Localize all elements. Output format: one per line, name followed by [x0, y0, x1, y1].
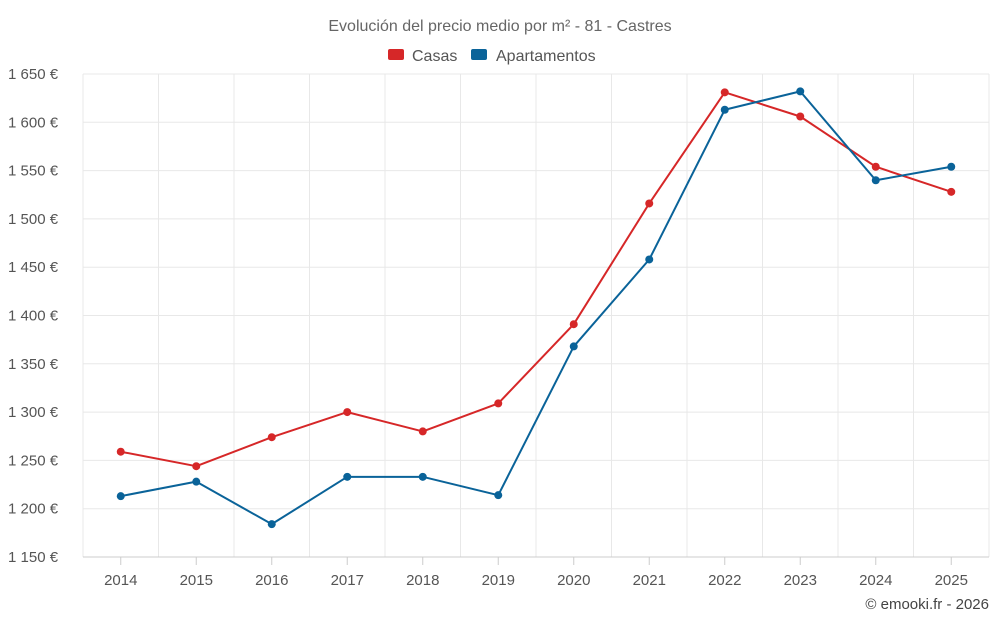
y-tick-label: 1 200 € [8, 501, 59, 518]
data-point-casas[interactable] [947, 187, 956, 196]
x-tick-label: 2023 [784, 572, 817, 589]
credit: © emooki.fr - 2026 [865, 596, 989, 613]
data-point-apartamentos[interactable] [645, 255, 654, 264]
series-line-casas [120, 91, 952, 468]
data-point-apartamentos[interactable] [116, 492, 125, 501]
x-tick-label: 2017 [331, 572, 364, 589]
data-point-casas[interactable] [720, 88, 729, 97]
x-tick-label: 2014 [104, 572, 137, 589]
legend-item-casas[interactable]: Casas [388, 48, 457, 65]
legend: Casas Apartamentos [388, 48, 596, 65]
x-tick-label: 2016 [255, 572, 288, 589]
y-tick-label: 1 300 € [8, 404, 59, 421]
data-point-apartamentos[interactable] [947, 162, 956, 171]
data-point-apartamentos[interactable] [871, 176, 880, 185]
data-point-casas[interactable] [267, 433, 276, 442]
x-tick-label: 2024 [859, 572, 892, 589]
data-point-apartamentos[interactable] [796, 87, 805, 96]
y-tick-label: 1 350 € [8, 356, 59, 373]
grid [82, 73, 990, 557]
y-tick-label: 1 650 € [8, 66, 59, 83]
x-tick-label: 2015 [180, 572, 213, 589]
x-tick-label: 2025 [935, 572, 968, 589]
data-point-apartamentos[interactable] [192, 477, 201, 486]
series-line-apartamentos [120, 90, 952, 526]
x-tick-label: 2022 [708, 572, 741, 589]
data-point-casas[interactable] [343, 408, 352, 417]
axes: 1 150 € 1 200 € 1 250 € 1 300 € 1 350 € 1 400… [8, 66, 989, 589]
x-tick-label: 2018 [406, 572, 439, 589]
data-point-casas[interactable] [192, 462, 201, 471]
legend-swatch-apartamentos [471, 49, 487, 60]
series [116, 87, 956, 529]
series-apartamentos [116, 87, 956, 529]
data-point-casas[interactable] [569, 320, 578, 329]
data-point-casas[interactable] [645, 199, 654, 208]
data-point-apartamentos[interactable] [569, 342, 578, 351]
y-tick-label: 1 250 € [8, 452, 59, 469]
data-point-apartamentos[interactable] [494, 491, 503, 500]
data-point-apartamentos[interactable] [418, 472, 427, 481]
legend-label-casas: Casas [412, 48, 457, 65]
legend-label-apartamentos: Apartamentos [496, 48, 596, 65]
data-point-casas[interactable] [494, 399, 503, 408]
y-tick-label: 1 500 € [8, 211, 59, 228]
legend-swatch-casas [388, 49, 404, 60]
legend-item-apartamentos[interactable]: Apartamentos [471, 48, 596, 65]
data-point-casas[interactable] [796, 112, 805, 121]
y-tick-label: 1 150 € [8, 549, 59, 566]
y-tick-label: 1 550 € [8, 163, 59, 180]
x-tick-label: 2021 [633, 572, 666, 589]
y-tick-label: 1 450 € [8, 259, 59, 276]
data-point-casas[interactable] [871, 162, 880, 171]
x-tick-label: 2019 [482, 572, 515, 589]
data-point-apartamentos[interactable] [267, 520, 276, 529]
series-casas [116, 88, 956, 471]
x-tick-label: 2020 [557, 572, 590, 589]
chart-title: Evolución del precio medio por m² - 81 -… [328, 18, 671, 35]
y-tick-label: 1 400 € [8, 308, 59, 325]
y-tick-label: 1 600 € [8, 114, 59, 131]
data-point-apartamentos[interactable] [343, 472, 352, 481]
data-point-casas[interactable] [116, 447, 125, 456]
data-point-apartamentos[interactable] [720, 105, 729, 114]
data-point-casas[interactable] [418, 427, 427, 436]
